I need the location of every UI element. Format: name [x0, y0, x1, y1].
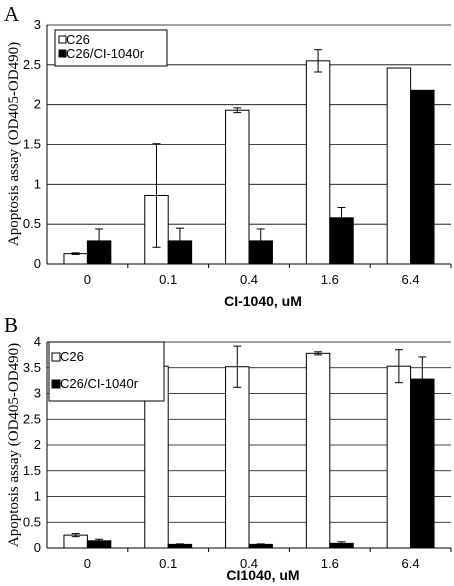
panel-b-legend-label-c26-ci1040r: C26/CI-1040r [60, 376, 139, 391]
panel-b-legend-label-c26: C26 [60, 349, 84, 364]
panel-a-x-tick-label: 1.6 [321, 272, 339, 287]
panel-a-letter: A [4, 2, 20, 26]
panel-b-y-tick-label: 3 [34, 386, 41, 401]
panel-a-y-tick-labels: 0 0.5 1 1.5 2 2.5 3 [23, 17, 41, 271]
panel-a-legend-swatch-c26-ci1040r [58, 49, 67, 58]
panel-a-legend-label-c26: C26 [66, 32, 90, 47]
panel-b-x-tick-label: 0.1 [159, 556, 177, 571]
panel-b-legend-swatch-c26 [51, 352, 61, 362]
panel-a: A 0 0.5 1 1.5 2 2.5 3 0 0.1 0.4 1.6 6.4 Apoptosis … [4, 2, 452, 309]
panel-a-legend: C26 C26/CI-1040r [54, 29, 168, 67]
panel-b-legend: C26 C26/CI-1040r [48, 341, 165, 402]
panel-b-y-tick-label: 0 [34, 540, 41, 555]
panel-b-bars [63, 352, 435, 549]
panel-a-error-bars [71, 49, 346, 255]
panel-a-legend-box [54, 29, 168, 67]
panel-b-y-tick-label: 2 [34, 437, 41, 452]
panel-b-y-tick-label: 1.5 [23, 463, 41, 478]
panel-a-legend-swatch-c26 [58, 35, 67, 44]
panel-a-x-tick-label: 0.4 [240, 272, 258, 287]
panel-a-y-tick-label: 0 [34, 256, 41, 271]
panel-a-y-tick-label: 2.5 [23, 57, 41, 72]
panel-b-y-axis-label: Apoptosis assay (OD405-OD490) [6, 343, 22, 547]
panel-a-y-tick-label: 0.5 [23, 216, 41, 231]
panel-b-y-tick-label: 2.5 [23, 411, 41, 426]
panel-a-y-tick-label: 1.5 [23, 137, 41, 152]
panel-b: B 0 0.5 1 1.5 2 2.5 3 3.5 4 0 0.1 0.4 1.6 6.4 Apopto… [4, 313, 452, 583]
panel-b-bar-c26-3 [305, 352, 331, 549]
panel-b-letter: B [4, 313, 18, 337]
panel-a-legend-label-c26-ci1040r: C26/CI-1040r [66, 46, 145, 61]
panel-a-bar-c26-2 [225, 109, 250, 265]
panel-a-y-tick-label: 3 [34, 17, 41, 32]
panel-b-x-tick-label: 0.4 [240, 556, 258, 571]
panel-b-x-tick-label: 1.6 [321, 556, 339, 571]
panel-a-axes [46, 25, 452, 268]
panel-a-x-tick-label: 0.1 [159, 272, 177, 287]
panel-a-x-tick-label: 6.4 [402, 272, 420, 287]
panel-b-y-tick-labels: 0 0.5 1 1.5 2 2.5 3 3.5 4 [23, 334, 41, 555]
panel-a-y-tick-label: 2 [34, 97, 41, 112]
panel-b-y-tick-label: 1 [34, 489, 41, 504]
panel-a-y-tick-label: 1 [34, 176, 41, 191]
panel-b-y-tick-label: 4 [34, 334, 41, 349]
panel-b-x-tick-label: 0 [84, 556, 91, 571]
panel-b-legend-box [48, 341, 165, 402]
panel-a-x-axis-label: CI-1040, uM [224, 293, 302, 309]
panel-b-y-tick-label: 3.5 [23, 360, 41, 375]
panel-a-bar-c26-3 [305, 60, 331, 265]
panel-b-bar-c26-4 [386, 365, 412, 549]
panel-b-y-tick-label: 0.5 [23, 514, 41, 529]
panel-b-bar-c26-ci1040r-4 [410, 378, 435, 549]
panel-a-bar-c26-4 [386, 67, 412, 265]
panel-b-bar-c26-2 [225, 366, 250, 549]
panel-a-bar-c26-ci1040r-4 [410, 89, 435, 265]
panel-b-legend-swatch-c26-ci1040r [51, 379, 61, 389]
panel-b-x-axis-label: CI1040, uM [226, 567, 299, 583]
panel-a-bars [63, 60, 435, 265]
panel-b-axes [46, 342, 452, 552]
panel-a-x-tick-label: 0 [84, 272, 91, 287]
panel-a-y-axis-label: Apoptosis assay (OD405-OD490) [6, 42, 22, 246]
panel-b-x-tick-label: 6.4 [402, 556, 420, 571]
panel-b-x-tick-labels: 0 0.1 0.4 1.6 6.4 [84, 556, 420, 571]
panel-a-x-tick-labels: 0 0.1 0.4 1.6 6.4 [84, 272, 420, 287]
panel-a-bar-c26-0 [63, 253, 88, 265]
